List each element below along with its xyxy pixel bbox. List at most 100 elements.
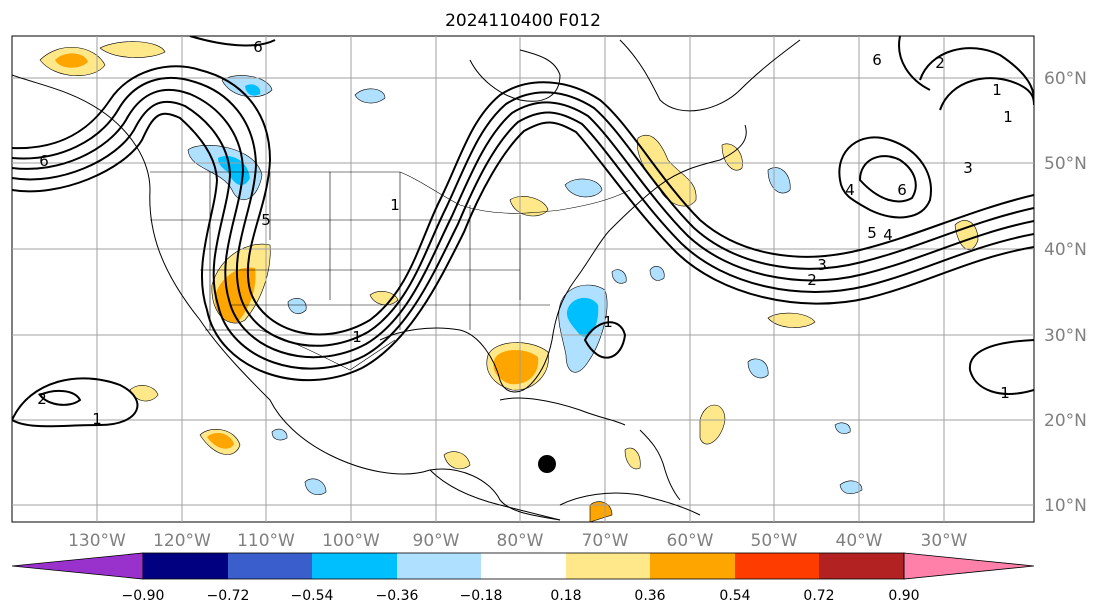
- contour-label: 6: [872, 51, 882, 69]
- hudson-bay: [469, 49, 561, 102]
- anomaly-negative-area: [271, 428, 288, 441]
- anomaly-negative-area: [834, 422, 851, 434]
- lat-tick-label: 30°N: [1044, 326, 1087, 346]
- east-coast: [609, 124, 747, 231]
- lon-tick-label: 130°W: [68, 531, 126, 551]
- contour-label: 1: [992, 81, 1002, 99]
- lon-tick-label: 120°W: [153, 531, 211, 551]
- contour-label: 6: [253, 38, 263, 56]
- colorbar-tick-label: −0.90: [122, 588, 165, 604]
- contour-label: 1: [1003, 108, 1013, 126]
- lon-tick-label: 50°W: [751, 531, 798, 551]
- contour-label: 1: [390, 196, 400, 214]
- colorbar-tick-label: −0.36: [376, 588, 419, 604]
- contour-label: 2: [807, 271, 817, 289]
- anomaly-negative-area: [304, 478, 327, 495]
- lat-tick-label: 40°N: [1044, 240, 1087, 260]
- colorbar-tick-label: 0.90: [888, 588, 919, 604]
- anomaly-positive-area: [624, 447, 641, 470]
- anomaly-negative-area: [566, 297, 599, 337]
- shaded-anomalies: [39, 41, 979, 522]
- us-canada-border: [150, 171, 631, 214]
- contour-label: 3: [817, 256, 827, 274]
- anomaly-negative-area: [747, 358, 769, 379]
- anomaly-positive-area: [767, 312, 816, 328]
- contour-line: [189, 36, 276, 47]
- cuba: [499, 397, 626, 426]
- colorbar-segment: [819, 553, 904, 579]
- contour-label: 6: [897, 181, 907, 199]
- contour-line: [939, 77, 1034, 111]
- anomaly-negative-area: [245, 84, 261, 96]
- contour-label: 6: [39, 152, 49, 170]
- map-title: 2024110400 F012: [445, 11, 601, 31]
- lon-tick-label: 60°W: [667, 531, 714, 551]
- anomaly-negative-area: [564, 178, 603, 198]
- colorbar-tick-label: −0.54: [291, 588, 334, 604]
- contour-label: 1: [92, 410, 102, 428]
- contour-line: [838, 136, 932, 219]
- colorbar-segment: [143, 553, 228, 579]
- south-america-coast: [559, 492, 701, 516]
- colorbar-segment: [650, 553, 735, 579]
- anomaly-positive-area: [99, 41, 166, 58]
- coastlines: [12, 39, 801, 521]
- lat-axis: 60°N 50°N 40°N 30°N 20°N 10°N: [1044, 69, 1087, 516]
- lon-tick-label: 90°W: [413, 531, 460, 551]
- contour-label: 4: [883, 226, 893, 244]
- contour-label: 4: [845, 181, 855, 199]
- contour-label: 5: [261, 211, 271, 229]
- contour-line: [38, 389, 82, 406]
- colorbar-tick-label: 0.54: [719, 588, 750, 604]
- contour-label: 1: [603, 313, 613, 331]
- colorbar-segment: [481, 553, 566, 579]
- anomaly-negative-area: [287, 297, 307, 314]
- colorbar-tick-label: 0.36: [634, 588, 665, 604]
- lat-tick-label: 20°N: [1044, 411, 1087, 431]
- colorbar: −0.90 −0.72 −0.54 −0.36 −0.18 0.18 0.36 …: [11, 552, 1035, 604]
- greenland: [619, 39, 801, 112]
- anomaly-positive-area: [369, 291, 399, 306]
- colorbar-extend-left: [11, 552, 144, 580]
- lon-tick-label: 70°W: [582, 531, 629, 551]
- colorbar-tick-label: −0.72: [207, 588, 250, 604]
- colorbar-segment: [566, 553, 650, 579]
- colorbar-segment: [735, 553, 819, 579]
- state-line: [209, 172, 521, 330]
- map-panel: 6 6 5 1 6 2 1 1 4 6 3 5 4 2 3 1 1 2 1 1: [11, 35, 1035, 523]
- contour-line: [12, 88, 1034, 359]
- contour-line: [12, 377, 139, 428]
- contour-label: 1: [1000, 384, 1010, 402]
- contour-line: [12, 76, 1034, 347]
- anomaly-negative-area: [354, 88, 386, 104]
- lat-tick-label: 10°N: [1044, 496, 1087, 516]
- gulf-coast: [379, 229, 611, 393]
- colorbar-tick-label: 0.72: [803, 588, 834, 604]
- colorbar-frame: [142, 552, 905, 580]
- lat-tick-label: 50°N: [1044, 154, 1087, 174]
- contour-line: [858, 155, 917, 203]
- colorbar-segment: [397, 553, 481, 579]
- anomaly-positive-area: [721, 143, 743, 171]
- north-america-coast: [12, 74, 561, 521]
- state-line: [150, 219, 550, 306]
- contour-lines: [12, 36, 1034, 428]
- contour-line: [919, 47, 1034, 101]
- anomaly-positive-area: [207, 432, 234, 449]
- map-frame: [11, 35, 1035, 523]
- anomaly-negative-area: [839, 480, 863, 494]
- anomaly-negative-area: [611, 269, 627, 284]
- contour-line: [12, 65, 1034, 336]
- contour-label: 1: [352, 328, 362, 346]
- central-america: [429, 469, 561, 521]
- lon-tick-label: 30°W: [921, 531, 968, 551]
- contour-label: 2: [935, 54, 945, 72]
- colorbar-segment: [228, 553, 312, 579]
- anomaly-positive-area: [443, 451, 471, 470]
- contour-label: 5: [867, 224, 877, 242]
- anomaly-positive-area: [589, 501, 613, 522]
- contour-line: [583, 321, 627, 359]
- anomaly-positive-area: [55, 53, 88, 68]
- contour-line: [12, 112, 1034, 382]
